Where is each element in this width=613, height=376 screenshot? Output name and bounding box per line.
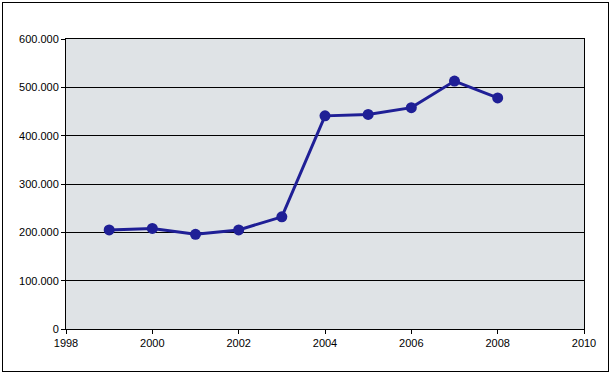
svg-text:2004: 2004 <box>313 337 337 349</box>
svg-text:2010: 2010 <box>572 337 596 349</box>
svg-text:200.000: 200.000 <box>19 226 59 238</box>
svg-text:1998: 1998 <box>54 337 78 349</box>
svg-text:100.000: 100.000 <box>19 275 59 287</box>
svg-text:2006: 2006 <box>399 337 423 349</box>
svg-text:400.000: 400.000 <box>19 130 59 142</box>
svg-text:500.000: 500.000 <box>19 81 59 93</box>
svg-text:300.000: 300.000 <box>19 178 59 190</box>
svg-text:2008: 2008 <box>485 337 509 349</box>
svg-text:0: 0 <box>53 323 59 335</box>
svg-text:600.000: 600.000 <box>19 33 59 45</box>
svg-text:2002: 2002 <box>226 337 250 349</box>
svg-text:2000: 2000 <box>140 337 164 349</box>
